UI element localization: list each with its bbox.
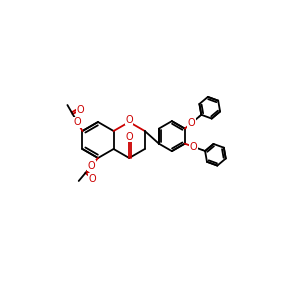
Text: O: O: [76, 105, 84, 115]
Text: O: O: [88, 174, 96, 184]
Text: O: O: [188, 118, 196, 128]
Text: O: O: [190, 142, 197, 152]
Text: O: O: [125, 115, 133, 125]
Text: O: O: [125, 132, 133, 142]
Text: O: O: [74, 117, 81, 127]
Text: O: O: [88, 161, 95, 171]
